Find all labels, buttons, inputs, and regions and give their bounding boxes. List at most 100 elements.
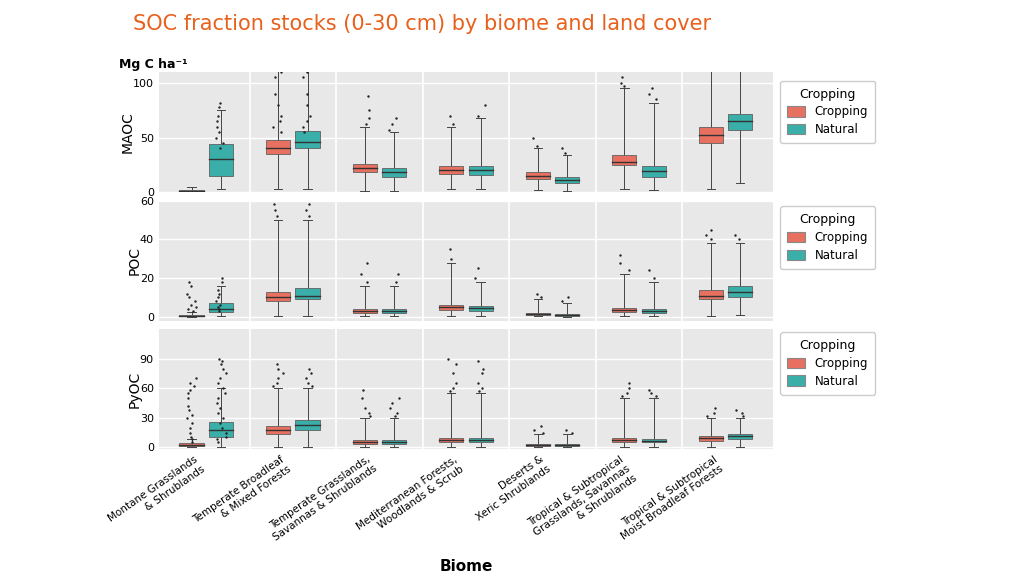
Bar <box>382 309 407 313</box>
Y-axis label: POC: POC <box>127 246 141 275</box>
Point <box>622 378 638 388</box>
Point <box>266 62 283 71</box>
Point <box>270 364 287 373</box>
Point <box>554 144 570 153</box>
Point <box>556 148 572 157</box>
Point <box>179 305 196 314</box>
Point <box>210 285 226 294</box>
Point <box>266 206 283 215</box>
Point <box>299 67 315 77</box>
Point <box>184 438 201 447</box>
Point <box>560 293 577 302</box>
Point <box>214 356 230 365</box>
Legend: Cropping, Natural: Cropping, Natural <box>780 332 876 395</box>
Point <box>390 270 407 279</box>
Point <box>180 278 197 287</box>
Point <box>441 386 458 396</box>
Point <box>734 408 751 418</box>
Point <box>298 206 314 215</box>
Point <box>356 403 373 412</box>
Point <box>641 266 657 275</box>
Point <box>300 364 316 373</box>
Point <box>621 384 637 393</box>
Point <box>391 393 408 403</box>
Point <box>563 428 580 437</box>
Point <box>470 111 486 120</box>
Point <box>180 393 197 403</box>
Point <box>180 401 197 411</box>
Point <box>735 49 752 58</box>
Point <box>211 289 227 298</box>
Bar <box>469 166 493 175</box>
Point <box>265 382 282 391</box>
Point <box>359 92 376 101</box>
Point <box>532 421 549 430</box>
Point <box>217 369 233 378</box>
Bar <box>352 441 377 444</box>
Legend: Cropping, Natural: Cropping, Natural <box>780 81 876 143</box>
Point <box>179 413 196 422</box>
Bar <box>642 309 666 313</box>
Point <box>267 73 284 82</box>
Point <box>699 411 716 420</box>
Point <box>215 138 231 147</box>
Bar <box>266 291 290 301</box>
Point <box>274 369 291 378</box>
Point <box>304 382 321 391</box>
Point <box>212 98 228 107</box>
Bar <box>555 314 580 316</box>
Point <box>613 73 630 82</box>
Bar <box>525 313 550 315</box>
Point <box>272 67 289 77</box>
Point <box>213 359 229 368</box>
Point <box>705 46 721 55</box>
Point <box>557 425 573 434</box>
Point <box>218 433 234 442</box>
Point <box>612 258 629 267</box>
Point <box>210 111 226 120</box>
Point <box>182 423 199 432</box>
Point <box>211 127 227 137</box>
Point <box>360 105 377 115</box>
Point <box>180 293 197 302</box>
Point <box>294 122 310 131</box>
Point <box>388 113 404 123</box>
Point <box>444 120 461 129</box>
Point <box>215 364 231 373</box>
Point <box>440 354 457 363</box>
Point <box>616 82 633 91</box>
Bar <box>612 438 636 442</box>
Y-axis label: PyOC: PyOC <box>127 370 141 408</box>
Point <box>471 386 487 396</box>
Point <box>210 302 226 312</box>
Point <box>211 403 227 412</box>
Bar <box>469 306 493 311</box>
Point <box>467 274 483 283</box>
X-axis label: Biome: Biome <box>439 559 493 574</box>
Point <box>734 411 751 420</box>
Bar <box>209 422 233 437</box>
Point <box>214 274 230 283</box>
Point <box>388 278 404 287</box>
Point <box>300 378 316 388</box>
Point <box>358 258 375 267</box>
Bar <box>555 177 580 183</box>
Point <box>214 384 230 393</box>
Point <box>728 406 744 415</box>
Point <box>212 144 228 153</box>
Point <box>211 103 227 112</box>
Point <box>215 413 231 422</box>
Point <box>640 385 656 395</box>
Point <box>217 389 233 398</box>
Point <box>647 94 664 104</box>
Bar <box>352 309 377 313</box>
Point <box>265 200 282 209</box>
Point <box>182 378 199 388</box>
Point <box>554 297 570 306</box>
Bar <box>555 444 580 446</box>
Point <box>178 289 195 298</box>
Point <box>470 356 486 365</box>
Point <box>360 113 377 123</box>
Point <box>210 293 226 302</box>
Point <box>699 56 716 66</box>
